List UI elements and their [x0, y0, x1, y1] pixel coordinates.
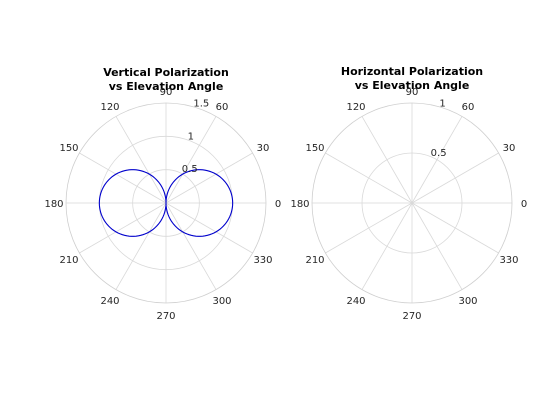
polar-grid [65, 102, 267, 304]
theta-tick-label: 30 [257, 143, 270, 154]
theta-tick-label: 60 [216, 102, 229, 113]
theta-tick-label: 240 [346, 296, 365, 307]
plot-title-line1: Horizontal Polarization [341, 65, 483, 78]
theta-tick-label: 150 [305, 143, 324, 154]
plot-title-line2: vs Elevation Angle [109, 80, 224, 93]
theta-tick-label: 120 [346, 102, 365, 113]
theta-tick-label: 240 [100, 296, 119, 307]
r-tick-label: 1.5 [193, 99, 209, 110]
theta-gridline-60 [165, 116, 217, 204]
theta-tick-label: 0 [521, 199, 527, 210]
theta-tick-label: 270 [402, 311, 421, 322]
theta-tick-label: 0 [275, 199, 281, 210]
tick-labels: 0 30 60 90 120 150 180 210 240 270 300 330 0.5 1 [290, 87, 527, 322]
theta-tick-label: 30 [503, 143, 516, 154]
theta-gridline-120 [115, 116, 167, 204]
theta-gridline-300 [165, 202, 217, 290]
plot-title-line2: vs Elevation Angle [355, 79, 470, 92]
r-tick-label: 0.5 [182, 164, 198, 175]
theta-tick-label: 300 [212, 296, 231, 307]
theta-tick-label: 150 [59, 143, 78, 154]
theta-tick-label: 270 [156, 311, 175, 322]
r-tick-label: 0.5 [431, 148, 447, 159]
theta-tick-label: 120 [100, 102, 119, 113]
r-tick-label: 1 [188, 131, 194, 142]
r-gridline [361, 152, 463, 254]
series-line [98, 169, 234, 237]
theta-tick-label: 210 [305, 255, 324, 266]
theta-gridline-330 [165, 202, 253, 254]
polar-grid [311, 102, 513, 304]
theta-tick-label: 330 [253, 255, 272, 266]
polar-plot-vertical: Vertical Polarization vs Elevation Angle… [44, 66, 281, 322]
theta-tick-label: 210 [59, 255, 78, 266]
series-layer [98, 169, 234, 237]
theta-tick-label: 180 [290, 199, 309, 210]
r-gridline [311, 102, 513, 304]
theta-tick-label: 330 [499, 255, 518, 266]
theta-tick-label: 180 [44, 199, 63, 210]
r-gridline [65, 102, 267, 304]
theta-gridline-240 [115, 202, 167, 290]
theta-tick-label: 90 [160, 87, 173, 98]
theta-tick-label: 300 [458, 296, 477, 307]
tick-labels: 0 30 60 90 120 150 180 210 240 270 300 330 0.5 1 1.5 [44, 87, 281, 322]
theta-gridline-210 [79, 202, 167, 254]
theta-tick-label: 90 [406, 87, 419, 98]
r-gridline [132, 169, 200, 237]
polar-plot-horizontal: Horizontal Polarization vs Elevation Ang… [290, 65, 527, 322]
theta-gridline-150 [79, 152, 167, 204]
plot-title-line1: Vertical Polarization [103, 66, 229, 79]
theta-tick-label: 60 [462, 102, 475, 113]
r-tick-label: 1 [439, 99, 445, 110]
theta-gridline-30 [165, 152, 253, 204]
